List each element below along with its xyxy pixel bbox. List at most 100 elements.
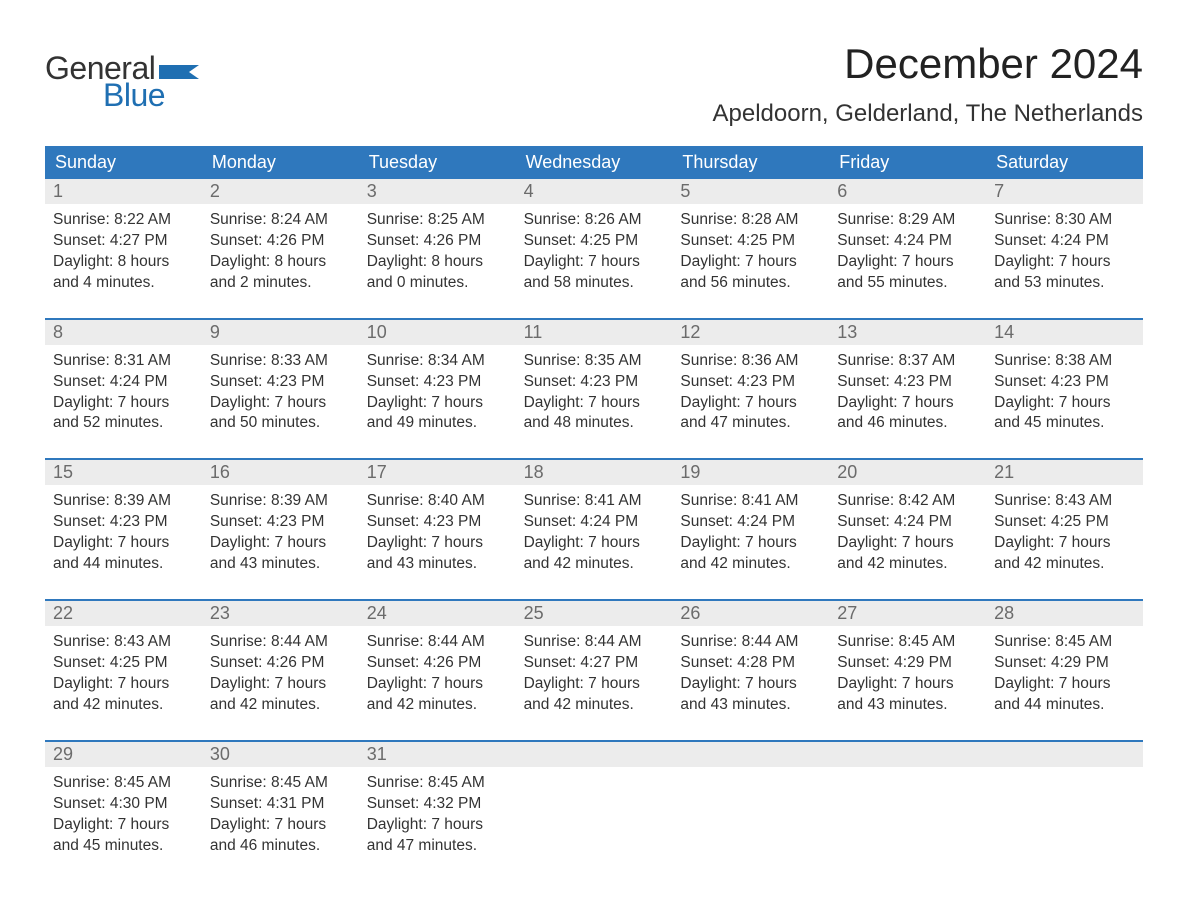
sunset-text: Sunset: 4:23 PM: [53, 512, 194, 533]
weekday-label: Friday: [829, 146, 986, 179]
sunrise-text: Sunrise: 8:45 AM: [994, 632, 1135, 653]
day-cell: Sunrise: 8:44 AMSunset: 4:26 PMDaylight:…: [359, 626, 516, 720]
day-number: 31: [359, 742, 516, 767]
sunrise-text: Sunrise: 8:33 AM: [210, 351, 351, 372]
daylight-text: and 47 minutes.: [680, 413, 821, 434]
day-cell: Sunrise: 8:44 AMSunset: 4:27 PMDaylight:…: [516, 626, 673, 720]
sunset-text: Sunset: 4:23 PM: [524, 372, 665, 393]
sunrise-text: Sunrise: 8:45 AM: [210, 773, 351, 794]
daylight-text: Daylight: 7 hours: [524, 674, 665, 695]
daylight-text: and 49 minutes.: [367, 413, 508, 434]
daylight-text: and 44 minutes.: [994, 695, 1135, 716]
daylight-text: and 42 minutes.: [53, 695, 194, 716]
sunrise-text: Sunrise: 8:31 AM: [53, 351, 194, 372]
day-number: 2: [202, 179, 359, 204]
day-cell: Sunrise: 8:31 AMSunset: 4:24 PMDaylight:…: [45, 345, 202, 439]
sunrise-text: Sunrise: 8:24 AM: [210, 210, 351, 231]
day-cell: [986, 767, 1143, 861]
day-number: [986, 742, 1143, 767]
daylight-text: Daylight: 7 hours: [210, 815, 351, 836]
day-number: [672, 742, 829, 767]
day-cell: Sunrise: 8:36 AMSunset: 4:23 PMDaylight:…: [672, 345, 829, 439]
day-cell: Sunrise: 8:33 AMSunset: 4:23 PMDaylight:…: [202, 345, 359, 439]
day-number: 13: [829, 320, 986, 345]
sunset-text: Sunset: 4:23 PM: [837, 372, 978, 393]
sunset-text: Sunset: 4:31 PM: [210, 794, 351, 815]
sunrise-text: Sunrise: 8:28 AM: [680, 210, 821, 231]
day-number: 25: [516, 601, 673, 626]
day-number: 24: [359, 601, 516, 626]
day-cell: Sunrise: 8:44 AMSunset: 4:26 PMDaylight:…: [202, 626, 359, 720]
calendar-week: 22232425262728Sunrise: 8:43 AMSunset: 4:…: [45, 599, 1143, 720]
daylight-text: and 46 minutes.: [837, 413, 978, 434]
day-cell: Sunrise: 8:30 AMSunset: 4:24 PMDaylight:…: [986, 204, 1143, 298]
day-cell: Sunrise: 8:41 AMSunset: 4:24 PMDaylight:…: [672, 485, 829, 579]
sunrise-text: Sunrise: 8:41 AM: [524, 491, 665, 512]
sunset-text: Sunset: 4:29 PM: [994, 653, 1135, 674]
daylight-text: Daylight: 8 hours: [210, 252, 351, 273]
logo-text-blue: Blue: [103, 77, 203, 114]
daylight-text: Daylight: 7 hours: [367, 533, 508, 554]
day-number: 1: [45, 179, 202, 204]
weekday-label: Monday: [202, 146, 359, 179]
weekday-label: Saturday: [986, 146, 1143, 179]
day-cell: Sunrise: 8:39 AMSunset: 4:23 PMDaylight:…: [202, 485, 359, 579]
daylight-text: and 55 minutes.: [837, 273, 978, 294]
daylight-text: Daylight: 7 hours: [680, 252, 821, 273]
daylight-text: and 42 minutes.: [367, 695, 508, 716]
sunrise-text: Sunrise: 8:45 AM: [53, 773, 194, 794]
sunrise-text: Sunrise: 8:30 AM: [994, 210, 1135, 231]
sunset-text: Sunset: 4:28 PM: [680, 653, 821, 674]
weekday-label: Tuesday: [359, 146, 516, 179]
day-number: 9: [202, 320, 359, 345]
sunset-text: Sunset: 4:23 PM: [367, 372, 508, 393]
sunset-text: Sunset: 4:26 PM: [210, 653, 351, 674]
daylight-text: and 58 minutes.: [524, 273, 665, 294]
header: General Blue December 2024 Apeldoorn, Ge…: [45, 40, 1143, 128]
sunrise-text: Sunrise: 8:44 AM: [524, 632, 665, 653]
day-cell: Sunrise: 8:39 AMSunset: 4:23 PMDaylight:…: [45, 485, 202, 579]
day-cell: Sunrise: 8:35 AMSunset: 4:23 PMDaylight:…: [516, 345, 673, 439]
day-cell: [516, 767, 673, 861]
calendar-week: 1234567Sunrise: 8:22 AMSunset: 4:27 PMDa…: [45, 179, 1143, 298]
daynum-row: 15161718192021: [45, 460, 1143, 485]
logo: General Blue: [45, 50, 203, 114]
daylight-text: and 0 minutes.: [367, 273, 508, 294]
daylight-text: Daylight: 7 hours: [367, 393, 508, 414]
day-cell: Sunrise: 8:34 AMSunset: 4:23 PMDaylight:…: [359, 345, 516, 439]
sunset-text: Sunset: 4:24 PM: [680, 512, 821, 533]
daylight-text: and 52 minutes.: [53, 413, 194, 434]
sunset-text: Sunset: 4:25 PM: [53, 653, 194, 674]
day-cell: Sunrise: 8:45 AMSunset: 4:31 PMDaylight:…: [202, 767, 359, 861]
daylight-text: Daylight: 7 hours: [367, 815, 508, 836]
sunset-text: Sunset: 4:24 PM: [837, 512, 978, 533]
daylight-text: Daylight: 7 hours: [524, 393, 665, 414]
day-number: 11: [516, 320, 673, 345]
day-cell: Sunrise: 8:42 AMSunset: 4:24 PMDaylight:…: [829, 485, 986, 579]
day-cell: [672, 767, 829, 861]
daylight-text: Daylight: 7 hours: [524, 252, 665, 273]
sunrise-text: Sunrise: 8:34 AM: [367, 351, 508, 372]
day-cell: Sunrise: 8:43 AMSunset: 4:25 PMDaylight:…: [986, 485, 1143, 579]
daylight-text: and 45 minutes.: [53, 836, 194, 857]
sunset-text: Sunset: 4:24 PM: [837, 231, 978, 252]
day-number: 29: [45, 742, 202, 767]
day-number: 12: [672, 320, 829, 345]
sunset-text: Sunset: 4:24 PM: [53, 372, 194, 393]
day-cell: Sunrise: 8:40 AMSunset: 4:23 PMDaylight:…: [359, 485, 516, 579]
daylight-text: Daylight: 7 hours: [524, 533, 665, 554]
daylight-text: Daylight: 7 hours: [994, 252, 1135, 273]
daynum-row: 293031: [45, 742, 1143, 767]
title-block: December 2024 Apeldoorn, Gelderland, The…: [713, 40, 1144, 128]
sunset-text: Sunset: 4:25 PM: [680, 231, 821, 252]
day-number: 16: [202, 460, 359, 485]
sunrise-text: Sunrise: 8:43 AM: [994, 491, 1135, 512]
daylight-text: and 53 minutes.: [994, 273, 1135, 294]
daylight-text: Daylight: 7 hours: [53, 533, 194, 554]
sunrise-text: Sunrise: 8:45 AM: [837, 632, 978, 653]
daylight-text: Daylight: 7 hours: [680, 393, 821, 414]
day-number: 4: [516, 179, 673, 204]
day-cell: Sunrise: 8:45 AMSunset: 4:32 PMDaylight:…: [359, 767, 516, 861]
daylight-text: and 42 minutes.: [837, 554, 978, 575]
daylight-text: and 4 minutes.: [53, 273, 194, 294]
